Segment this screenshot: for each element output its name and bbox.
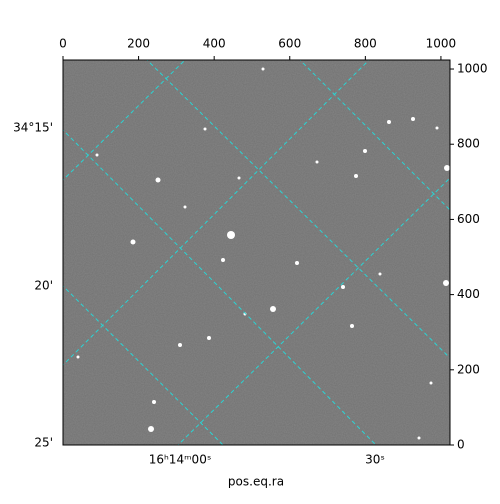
x-tick-label: 600 — [278, 37, 301, 51]
y-tick-label: 800 — [457, 137, 480, 151]
wcs-tick-labels: 34°15' 20' 25' 16ʰ14ᵐ00ˢ 30ˢ — [13, 121, 385, 467]
x-tick-label: 0 — [59, 37, 67, 51]
y-tick-label: 400 — [457, 287, 480, 301]
y-tick-label: 600 — [457, 212, 480, 226]
ra-tick-label: 30ˢ — [365, 453, 385, 467]
x-tick-label: 400 — [203, 37, 226, 51]
dec-tick-label: 25' — [34, 436, 53, 450]
sky-image — [62, 59, 451, 446]
y-tick-label: 200 — [457, 362, 480, 376]
x-tick-label: 200 — [127, 37, 150, 51]
dec-tick-label: 20' — [34, 279, 53, 293]
x-tick-label: 800 — [354, 37, 377, 51]
y-tick-label: 1000 — [457, 62, 488, 76]
x-tick-label: 1000 — [426, 37, 457, 51]
ra-tick-label: 16ʰ14ᵐ00ˢ — [149, 453, 212, 467]
y-tick-label: 0 — [457, 438, 465, 452]
coordinate-grid — [63, 60, 450, 445]
dec-tick-label: 34°15' — [13, 121, 53, 135]
x-axis-label: pos.eq.ra — [228, 475, 284, 489]
